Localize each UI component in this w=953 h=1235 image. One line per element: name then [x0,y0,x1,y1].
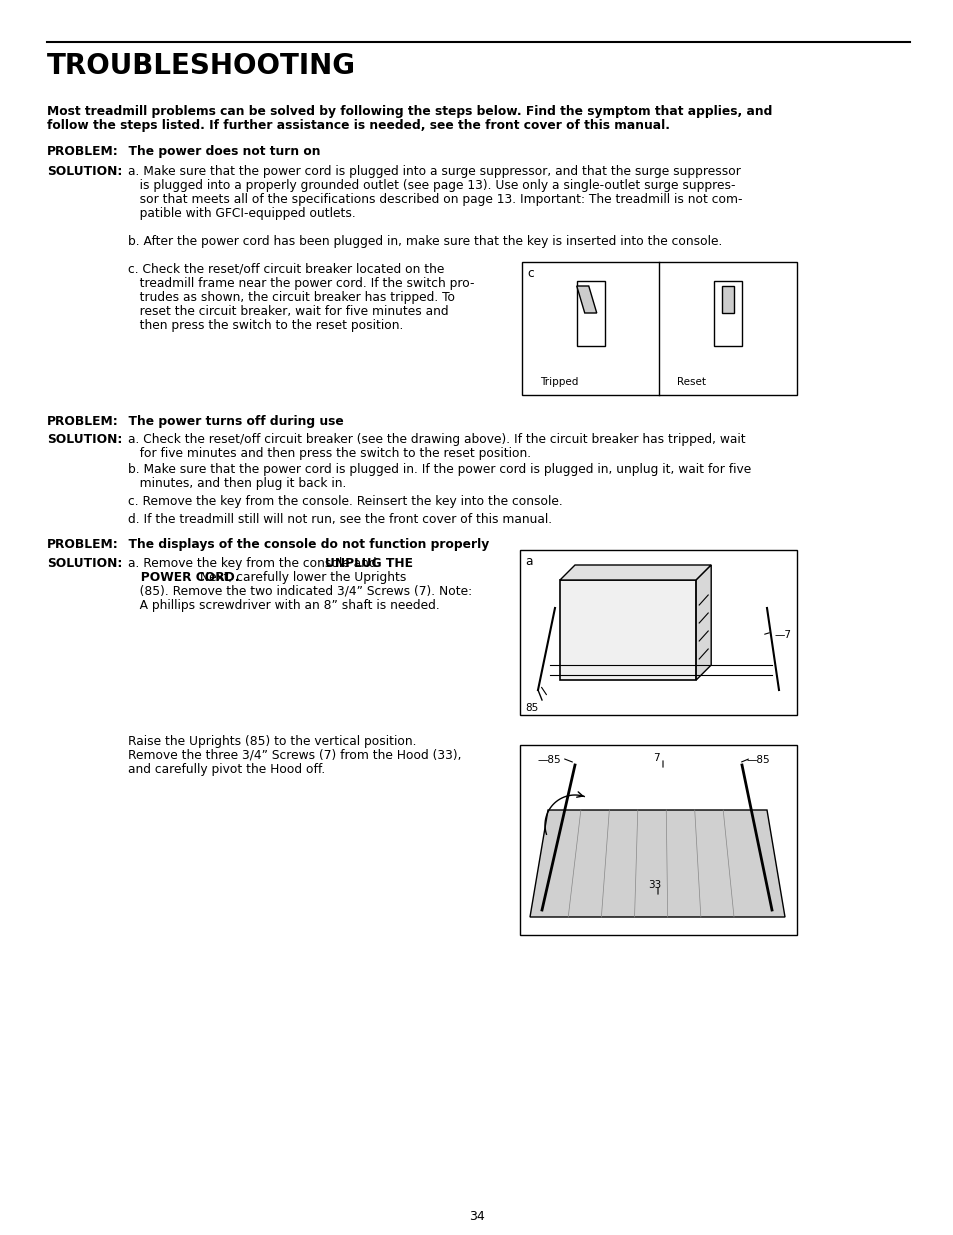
Text: a. Remove the key from the console and: a. Remove the key from the console and [128,557,380,571]
Text: TROUBLESHOOTING: TROUBLESHOOTING [47,52,355,80]
Text: Remove the three 3/4” Screws (7) from the Hood (33),: Remove the three 3/4” Screws (7) from th… [128,748,461,762]
Text: PROBLEM:: PROBLEM: [47,538,118,551]
Text: —85: —85 [537,755,561,764]
Bar [577,282,604,346]
Text: c. Remove the key from the console. Reinsert the key into the console.: c. Remove the key from the console. Rein… [128,495,562,508]
Text: 34: 34 [469,1210,484,1223]
Text: follow the steps listed. If further assistance is needed, see the front cover of: follow the steps listed. If further assi… [47,119,669,132]
Text: a: a [524,555,532,568]
Text: treadmill frame near the power cord. If the switch pro-: treadmill frame near the power cord. If … [128,277,474,290]
Text: Raise the Uprights (85) to the vertical position.: Raise the Uprights (85) to the vertical … [128,735,416,748]
Text: is plugged into a properly grounded outlet (see page 13). Use only a single-outl: is plugged into a properly grounded outl… [128,179,735,191]
Text: SOLUTION:: SOLUTION: [47,433,122,446]
Text: b. Make sure that the power cord is plugged in. If the power cord is plugged in,: b. Make sure that the power cord is plug… [128,463,750,475]
Bar [714,282,741,346]
Polygon shape [530,810,784,918]
Text: c. Check the reset/off circuit breaker located on the: c. Check the reset/off circuit breaker l… [128,263,444,275]
Bar [521,262,796,395]
Text: PROBLEM:: PROBLEM: [47,415,118,429]
Text: b. After the power cord has been plugged in, make sure that the key is inserted : b. After the power cord has been plugged… [128,235,721,248]
Text: Tripped: Tripped [539,377,578,387]
Text: sor that meets all of the specifications described on page 13. Important: The tr: sor that meets all of the specifications… [128,193,741,206]
Text: The power turns off during use: The power turns off during use [120,415,343,429]
Bar [559,580,696,680]
Text: then press the switch to the reset position.: then press the switch to the reset posit… [128,319,403,332]
Text: 85: 85 [524,703,537,713]
Text: 7: 7 [652,753,659,763]
Text: and carefully pivot the Hood off.: and carefully pivot the Hood off. [128,763,325,776]
Text: 33: 33 [647,881,660,890]
Text: (85). Remove the two indicated 3/4” Screws (7). Note:: (85). Remove the two indicated 3/4” Scre… [128,585,472,598]
Text: a. Make sure that the power cord is plugged into a surge suppressor, and that th: a. Make sure that the power cord is plug… [128,165,740,178]
Text: patible with GFCI-equipped outlets.: patible with GFCI-equipped outlets. [128,207,355,220]
Bar [519,550,796,715]
Text: for five minutes and then press the switch to the reset position.: for five minutes and then press the swit… [128,447,531,459]
Text: The power does not turn on: The power does not turn on [120,144,320,158]
Text: Next, carefully lower the Uprights: Next, carefully lower the Uprights [195,571,406,584]
Text: POWER CORD.: POWER CORD. [128,571,239,584]
Text: a. Check the reset/off circuit breaker (see the drawing above). If the circuit b: a. Check the reset/off circuit breaker (… [128,433,745,446]
Text: —85: —85 [746,755,770,764]
Polygon shape [577,287,597,312]
Text: minutes, and then plug it back in.: minutes, and then plug it back in. [128,477,346,490]
Polygon shape [559,564,710,580]
Text: trudes as shown, the circuit breaker has tripped. To: trudes as shown, the circuit breaker has… [128,291,455,304]
Text: A phillips screwdriver with an 8” shaft is needed.: A phillips screwdriver with an 8” shaft … [128,599,439,613]
Text: UNPLUG THE: UNPLUG THE [325,557,413,571]
Text: SOLUTION:: SOLUTION: [47,165,122,178]
Polygon shape [721,287,734,312]
Text: d. If the treadmill still will not run, see the front cover of this manual.: d. If the treadmill still will not run, … [128,513,552,526]
Polygon shape [696,564,710,680]
Text: reset the circuit breaker, wait for five minutes and: reset the circuit breaker, wait for five… [128,305,448,317]
Text: PROBLEM:: PROBLEM: [47,144,118,158]
Text: —7: —7 [774,630,791,640]
Text: Reset: Reset [677,377,706,387]
Text: SOLUTION:: SOLUTION: [47,557,122,571]
Bar [519,745,796,935]
Text: Most treadmill problems can be solved by following the steps below. Find the sym: Most treadmill problems can be solved by… [47,105,772,119]
Text: The displays of the console do not function properly: The displays of the console do not funct… [120,538,489,551]
Text: c: c [526,267,533,280]
